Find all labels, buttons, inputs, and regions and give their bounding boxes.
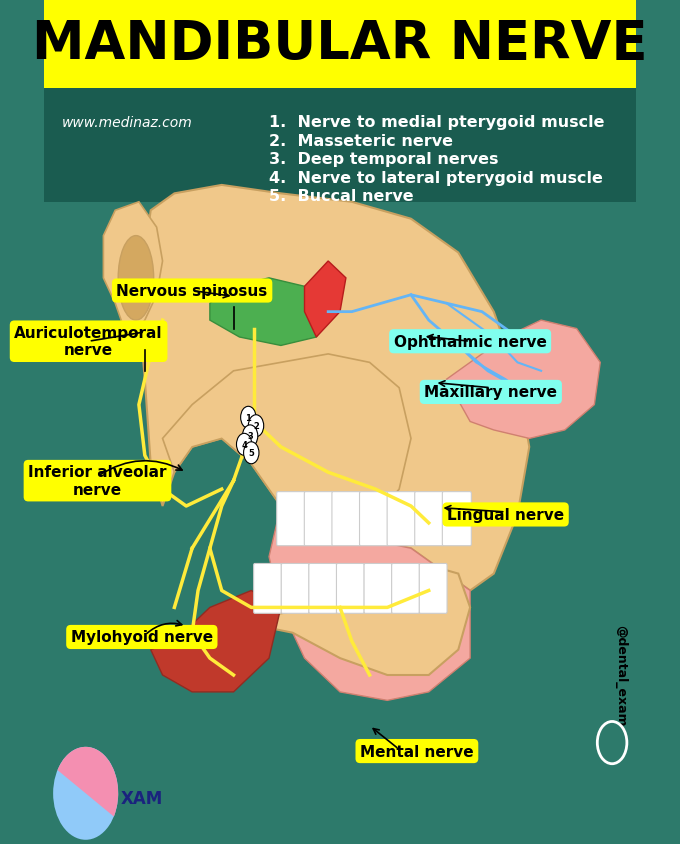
Text: Maxillary nerve: Maxillary nerve [424,385,558,400]
Text: XAM: XAM [121,788,163,807]
Text: 2.  Masseteric nerve: 2. Masseteric nerve [269,133,453,149]
Text: 3.  Deep temporal nerves: 3. Deep temporal nerves [269,152,498,167]
Polygon shape [447,321,600,439]
Text: 4: 4 [241,441,247,449]
FancyBboxPatch shape [277,492,306,546]
Circle shape [241,407,256,429]
FancyBboxPatch shape [254,564,282,614]
FancyBboxPatch shape [332,492,361,546]
Text: @dental_exam: @dental_exam [615,625,628,726]
FancyBboxPatch shape [44,89,636,203]
FancyBboxPatch shape [387,492,416,546]
Polygon shape [103,203,163,338]
Circle shape [243,442,259,464]
Wedge shape [58,747,118,817]
Polygon shape [269,506,470,701]
Text: 1: 1 [245,414,251,422]
Circle shape [53,747,118,840]
Polygon shape [210,279,328,346]
Circle shape [242,425,258,447]
Polygon shape [151,591,281,692]
Text: www.medinaz.com: www.medinaz.com [62,116,192,129]
Polygon shape [305,262,346,338]
FancyBboxPatch shape [337,564,364,614]
Ellipse shape [118,236,154,321]
Text: Auriculotemporal
nerve: Auriculotemporal nerve [14,326,163,358]
FancyBboxPatch shape [415,492,444,546]
FancyBboxPatch shape [309,564,337,614]
FancyBboxPatch shape [305,492,333,546]
FancyBboxPatch shape [420,564,447,614]
FancyBboxPatch shape [442,492,471,546]
Text: 2: 2 [253,422,259,430]
Text: Nervous spinosus: Nervous spinosus [116,284,268,299]
FancyBboxPatch shape [360,492,388,546]
FancyBboxPatch shape [44,0,636,89]
Polygon shape [139,186,529,591]
Text: 5.  Buccal nerve: 5. Buccal nerve [269,189,413,204]
FancyBboxPatch shape [364,564,392,614]
FancyBboxPatch shape [392,564,420,614]
Text: 1.  Nerve to medial pterygoid muscle: 1. Nerve to medial pterygoid muscle [269,115,605,130]
Text: Inferior alveolar
nerve: Inferior alveolar nerve [29,465,167,497]
Polygon shape [192,565,470,675]
Text: 4.  Nerve to lateral pterygoid muscle: 4. Nerve to lateral pterygoid muscle [269,170,603,186]
Circle shape [248,415,264,437]
Text: 5: 5 [248,449,254,457]
Text: Mylohyoid nerve: Mylohyoid nerve [71,630,213,645]
FancyBboxPatch shape [282,564,309,614]
Circle shape [237,434,252,456]
Polygon shape [163,354,411,532]
Text: 3: 3 [248,432,253,441]
Text: Lingual nerve: Lingual nerve [447,507,564,522]
Text: MANDIBULAR NERVE: MANDIBULAR NERVE [32,18,648,70]
Text: Ophthalmic nerve: Ophthalmic nerve [394,334,547,349]
Text: Mental nerve: Mental nerve [360,744,474,759]
